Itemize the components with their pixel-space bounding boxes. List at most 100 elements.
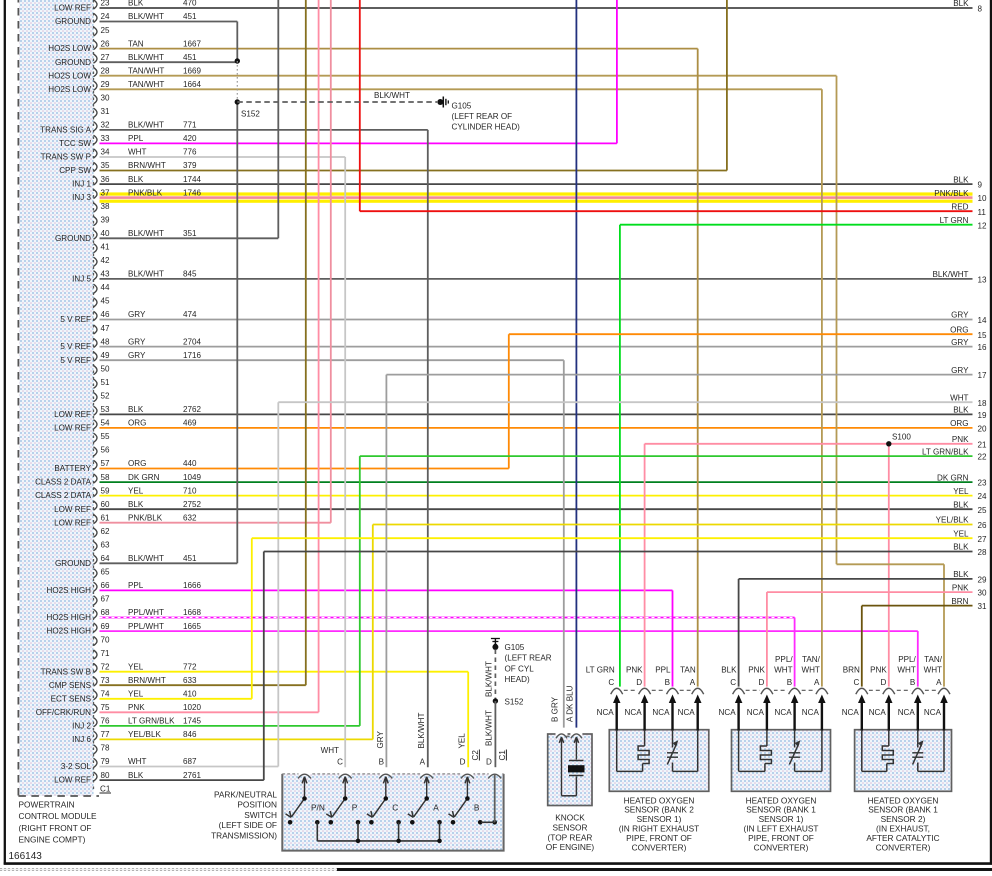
svg-text:27: 27: [978, 535, 988, 544]
svg-text:BLK: BLK: [721, 666, 737, 675]
svg-text:39: 39: [101, 215, 111, 224]
svg-text:WHT: WHT: [321, 746, 339, 755]
svg-text:1745: 1745: [183, 717, 202, 726]
svg-text:LT GRN: LT GRN: [940, 216, 969, 225]
svg-text:LOW REF: LOW REF: [54, 518, 91, 527]
svg-text:GROUND: GROUND: [55, 58, 91, 67]
svg-text:PNK/BLK: PNK/BLK: [934, 189, 969, 198]
svg-text:11: 11: [978, 208, 987, 217]
svg-text:B: B: [910, 678, 915, 687]
svg-text:1664: 1664: [183, 80, 202, 89]
svg-text:18: 18: [978, 399, 988, 408]
svg-text:WHT: WHT: [801, 666, 819, 675]
svg-text:PNK/BLK: PNK/BLK: [128, 513, 163, 522]
svg-text:3-2 SOL: 3-2 SOL: [61, 762, 92, 771]
svg-text:PPL/: PPL/: [898, 655, 916, 664]
svg-text:34: 34: [101, 148, 111, 157]
svg-text:30: 30: [978, 589, 988, 598]
svg-text:8: 8: [978, 5, 983, 14]
svg-text:NCA: NCA: [597, 708, 615, 717]
svg-text:TAN/WHT: TAN/WHT: [128, 66, 164, 75]
svg-text:351: 351: [183, 229, 197, 238]
svg-text:2752: 2752: [183, 500, 202, 509]
svg-text:GRY: GRY: [128, 310, 146, 319]
svg-text:PIPE, FRONT OF: PIPE, FRONT OF: [626, 833, 692, 843]
svg-text:WHT: WHT: [950, 393, 968, 402]
svg-text:HEATED OXYGEN: HEATED OXYGEN: [746, 795, 817, 805]
svg-text:LT GRN/BLK: LT GRN/BLK: [922, 447, 969, 456]
svg-text:(IN EXHAUST,: (IN EXHAUST,: [876, 824, 930, 834]
svg-text:29: 29: [978, 576, 988, 585]
svg-text:S152: S152: [241, 110, 260, 119]
svg-text:50: 50: [101, 364, 111, 373]
svg-text:10: 10: [978, 194, 988, 203]
svg-text:GRY: GRY: [951, 366, 969, 375]
svg-text:BLK/WHT: BLK/WHT: [128, 53, 164, 62]
svg-text:PPL/WHT: PPL/WHT: [128, 608, 164, 617]
svg-text:OFF/CRK/RUN: OFF/CRK/RUN: [36, 708, 91, 717]
svg-text:TAN/: TAN/: [924, 655, 943, 664]
svg-text:A: A: [433, 803, 439, 813]
svg-text:BRN: BRN: [843, 666, 860, 675]
svg-text:BLK: BLK: [128, 500, 144, 509]
svg-text:D: D: [880, 678, 886, 687]
svg-text:C1: C1: [498, 750, 507, 761]
svg-text:POSITION: POSITION: [237, 800, 277, 810]
svg-text:YEL: YEL: [128, 662, 144, 671]
svg-text:632: 632: [183, 513, 197, 522]
svg-text:SWITCH: SWITCH: [244, 810, 277, 820]
svg-text:TAN/: TAN/: [802, 655, 821, 664]
svg-text:48: 48: [101, 337, 111, 346]
svg-text:BLK: BLK: [953, 570, 969, 579]
svg-text:PARK/NEUTRAL: PARK/NEUTRAL: [214, 790, 277, 800]
svg-text:1020: 1020: [183, 703, 202, 712]
svg-text:PPL: PPL: [128, 581, 144, 590]
svg-text:19: 19: [978, 411, 988, 420]
svg-text:72: 72: [101, 662, 111, 671]
svg-text:DK GRN: DK GRN: [937, 473, 969, 482]
svg-text:NCA: NCA: [898, 708, 916, 717]
svg-text:1049: 1049: [183, 473, 202, 482]
svg-text:PNK/BLK: PNK/BLK: [128, 188, 163, 197]
svg-text:B: B: [665, 678, 670, 687]
svg-text:G105: G105: [505, 643, 525, 652]
svg-text:B: B: [379, 758, 384, 767]
svg-text:C: C: [730, 678, 736, 687]
svg-text:TRANSMISSION): TRANSMISSION): [211, 830, 277, 840]
svg-text:GRY: GRY: [951, 338, 969, 347]
svg-text:C1: C1: [100, 785, 111, 794]
svg-text:73: 73: [101, 676, 111, 685]
svg-text:BLK/WHT: BLK/WHT: [933, 270, 969, 279]
svg-text:80: 80: [101, 771, 111, 780]
svg-text:451: 451: [183, 53, 197, 62]
svg-text:PNK: PNK: [128, 703, 145, 712]
svg-text:1746: 1746: [183, 188, 202, 197]
svg-text:776: 776: [183, 148, 197, 157]
svg-text:NCA: NCA: [869, 708, 887, 717]
svg-text:70: 70: [101, 635, 111, 644]
svg-text:TRANS SW B: TRANS SW B: [41, 667, 91, 676]
svg-text:1744: 1744: [183, 175, 202, 184]
svg-text:24: 24: [101, 12, 111, 21]
svg-text:SENSOR 1): SENSOR 1): [759, 814, 804, 824]
svg-text:63: 63: [101, 541, 111, 550]
svg-text:PPL/WHT: PPL/WHT: [128, 622, 164, 631]
svg-text:62: 62: [101, 527, 111, 536]
svg-text:INJ 5: INJ 5: [72, 275, 91, 284]
svg-text:WHT: WHT: [128, 757, 146, 766]
svg-text:(LEFT REAR: (LEFT REAR: [505, 654, 552, 663]
svg-text:5 V REF: 5 V REF: [60, 356, 91, 365]
svg-text:37: 37: [101, 188, 111, 197]
svg-text:WHT: WHT: [897, 666, 915, 675]
svg-text:410: 410: [183, 690, 197, 699]
svg-text:SENSOR 2): SENSOR 2): [881, 814, 926, 824]
svg-text:HEATED OXYGEN: HEATED OXYGEN: [868, 795, 939, 805]
svg-text:AFTER CATALYTIC: AFTER CATALYTIC: [866, 833, 939, 843]
svg-text:BLK: BLK: [128, 0, 144, 8]
svg-text:NCA: NCA: [625, 708, 643, 717]
svg-text:PNK: PNK: [626, 666, 643, 675]
svg-text:78: 78: [101, 744, 111, 753]
svg-text:13: 13: [978, 276, 988, 285]
svg-text:PNK: PNK: [748, 666, 765, 675]
svg-text:A: A: [690, 678, 696, 687]
